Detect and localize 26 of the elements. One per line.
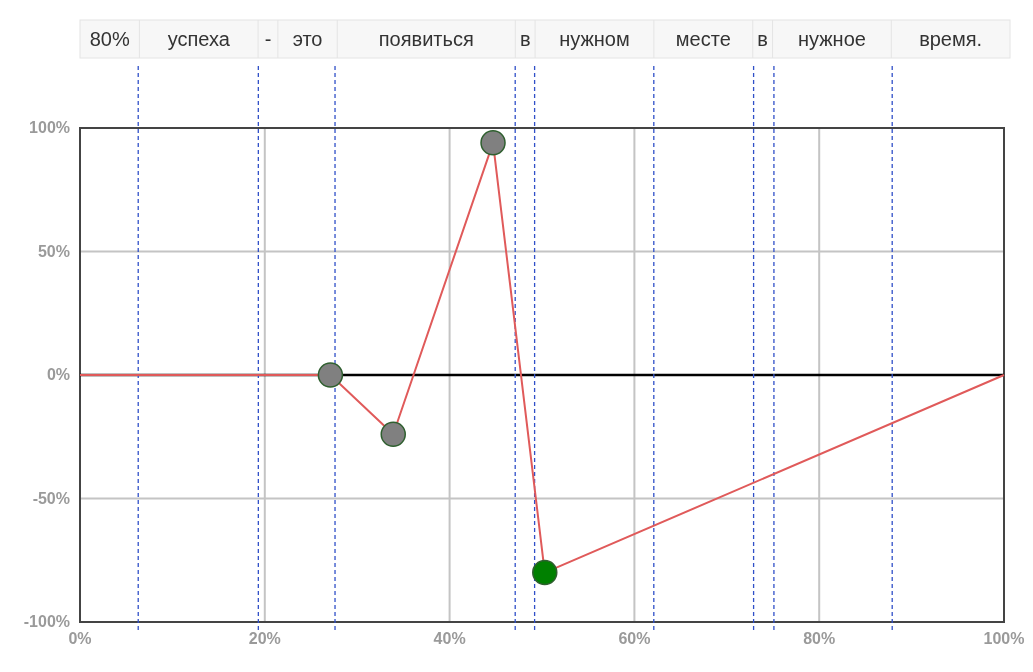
x-tick-label: 100% (983, 630, 1025, 647)
y-tick-label: 50% (37, 242, 70, 260)
x-tick-label: 20% (248, 630, 281, 647)
y-tick-label: 100% (29, 119, 70, 136)
y-tick-label: 0% (46, 366, 70, 383)
point (532, 559, 558, 586)
text: появиться (378, 28, 474, 50)
x-tick-label: 80% (803, 630, 836, 647)
text: успеха (167, 28, 231, 50)
point (380, 421, 406, 448)
point (480, 130, 506, 156)
text: это (292, 28, 323, 50)
text: месте (675, 28, 731, 50)
point (317, 362, 344, 388)
y-tick-label: -50% (32, 489, 70, 507)
text: в (757, 28, 768, 50)
x-tick-label: 40% (433, 630, 466, 647)
y-tick-label: -100% (23, 613, 70, 630)
x-tick-label: 0% (68, 630, 92, 647)
text: нужное (797, 28, 866, 50)
text: время. (919, 28, 983, 50)
text: в (519, 28, 531, 50)
text: - (264, 28, 272, 50)
x-tick-label: 60% (618, 630, 651, 647)
text: нужном (559, 28, 630, 50)
text: 80% (89, 28, 130, 50)
